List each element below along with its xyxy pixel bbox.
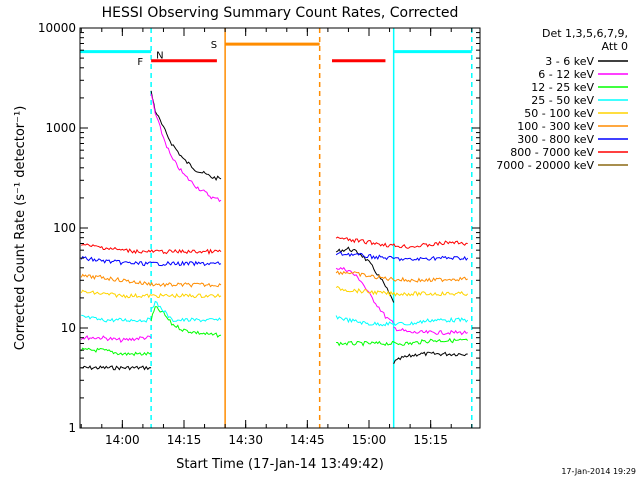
timestamp-label: 17-Jan-2014 19:29	[561, 467, 636, 476]
series-line-7-segment-1	[335, 236, 468, 249]
x-tick-label: 14:15	[167, 433, 202, 447]
series-line-1-segment-1	[150, 93, 222, 203]
series-line-1-segment-0	[80, 335, 152, 344]
series-line-5-segment-0	[80, 273, 222, 288]
x-tick-label: 15:15	[413, 433, 448, 447]
saa-annotation-label: S	[211, 40, 217, 51]
series-line-4-segment-0	[80, 289, 222, 299]
plot-area: N F S	[80, 28, 473, 428]
series-line-0-segment-0	[81, 365, 152, 371]
x-tick-label: 15:00	[352, 433, 387, 447]
legend-label: 3 - 6 keV	[545, 55, 594, 68]
y-tick-label: 1	[68, 421, 76, 435]
legend-label: 6 - 12 keV	[538, 68, 594, 81]
series-line-3-segment-2	[335, 315, 469, 327]
legend-label: 100 - 300 keV	[517, 120, 594, 133]
series-line-1-segment-2	[335, 266, 395, 325]
x-tick-label: 14:45	[290, 433, 325, 447]
y-tick-label: 10	[61, 321, 76, 335]
plot-frame	[79, 27, 481, 429]
series-line-4-segment-1	[335, 285, 469, 297]
series-line-2-segment-1	[150, 306, 222, 338]
legend-label: 7000 - 20000 keV	[496, 159, 594, 172]
night-annotation-label: N	[156, 51, 163, 62]
x-tick-label: 14:00	[105, 433, 140, 447]
y-tick-label: 10000	[38, 21, 76, 35]
series-line-7-segment-0	[81, 243, 222, 256]
series-line-0-segment-1	[150, 90, 222, 182]
series-line-3-segment-0	[81, 314, 152, 323]
y-tick-label: 100	[53, 221, 76, 235]
chart-title: HESSI Observing Summary Count Rates, Cor…	[102, 5, 459, 21]
legend-label: 50 - 100 keV	[524, 107, 594, 120]
x-tick-label: 14:30	[228, 433, 263, 447]
series-line-1-segment-3	[393, 326, 468, 336]
x-axis-label: Start Time (17-Jan-14 13:49:42)	[176, 457, 384, 472]
legend-label: 800 - 7000 keV	[510, 146, 594, 159]
legend-header-line-2: Att 0	[602, 40, 628, 53]
series-line-5-segment-1	[335, 270, 468, 283]
series-line-3-segment-1	[150, 300, 222, 323]
flare-annotation-label: F	[137, 57, 143, 68]
series-line-0-segment-3	[393, 351, 468, 365]
y-axis-label: Corrected Count Rate (s⁻¹ detector⁻¹)	[13, 106, 28, 351]
series-line-2-segment-0	[80, 347, 152, 357]
series-line-6-segment-0	[80, 255, 222, 267]
legend-label: 25 - 50 keV	[531, 94, 594, 107]
series-line-6-segment-1	[335, 251, 469, 262]
series-line-2-segment-2	[336, 337, 469, 347]
axes: 1 10 100 1000 10000 14:00 14:15 14:30 14:45 15:00…	[38, 21, 480, 447]
y-tick-label: 1000	[45, 121, 76, 135]
legend-label: 12 - 25 keV	[531, 81, 594, 94]
legend-label: 300 - 800 keV	[517, 133, 594, 146]
legend-header-line-1: Det 1,3,5,6,7,9,	[542, 27, 628, 40]
